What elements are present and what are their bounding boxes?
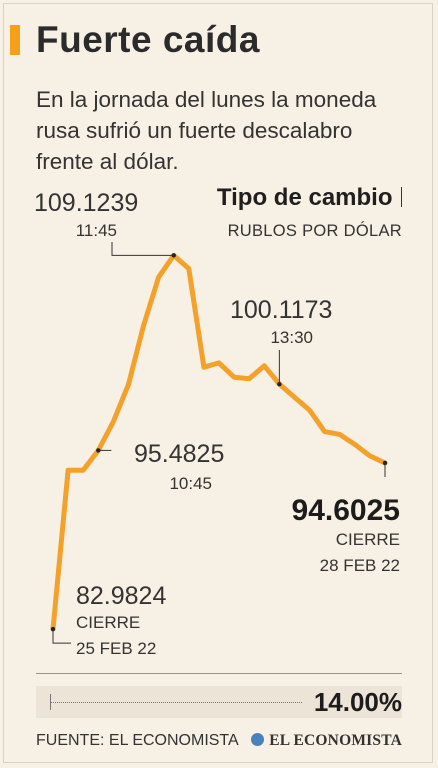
label-start-date: 25 FEB 22 (76, 639, 156, 658)
change-track (50, 702, 302, 703)
chart-title-text: Tipo de cambio (216, 184, 393, 211)
leader-start (52, 629, 71, 644)
brand-logo: EL ECONOMISTA (251, 732, 402, 750)
exchange-rate-line-chart: 82.9824 CIERRE 25 FEB 22 95.4825 10:45 109.12… (34, 189, 400, 658)
label-1045-time: 10:45 (169, 474, 212, 493)
label-end-value: 94.6025 (292, 494, 400, 527)
divider-rule (36, 673, 402, 674)
source-label: FUENTE: EL ECONOMISTA (36, 732, 239, 749)
label-end-caption: CIERRE (336, 530, 400, 549)
series-line (50, 252, 388, 632)
subtitle: En la jornada del lunes la moneda rusa s… (36, 87, 377, 174)
leader-peak (111, 242, 174, 256)
label-1330-value: 100.1173 (230, 296, 332, 324)
chart-title: Tipo de cambio (217, 184, 402, 212)
label-peak-time: 11:45 (76, 221, 117, 240)
label-end-date: 28 FEB 22 (320, 556, 400, 575)
globe-icon (251, 733, 265, 746)
label-1045-value: 95.4825 (134, 440, 224, 468)
label-start-value: 82.9824 (76, 582, 166, 610)
label-peak-value: 109.1239 (34, 189, 138, 217)
chart-unit: RUBLOS POR DÓLAR (227, 222, 402, 240)
title-accent-bar (10, 25, 20, 55)
brand-name: EL ECONOMISTA (269, 732, 402, 749)
change-strip: 14.00% (36, 686, 402, 718)
infographic-frame (3, 3, 433, 763)
change-value: 14.00% (313, 687, 402, 717)
headline: Fuerte caída (36, 19, 260, 60)
chart-title-divider (400, 187, 402, 207)
label-1330-time: 13:30 (270, 328, 313, 347)
label-start-caption: CIERRE (76, 613, 140, 632)
